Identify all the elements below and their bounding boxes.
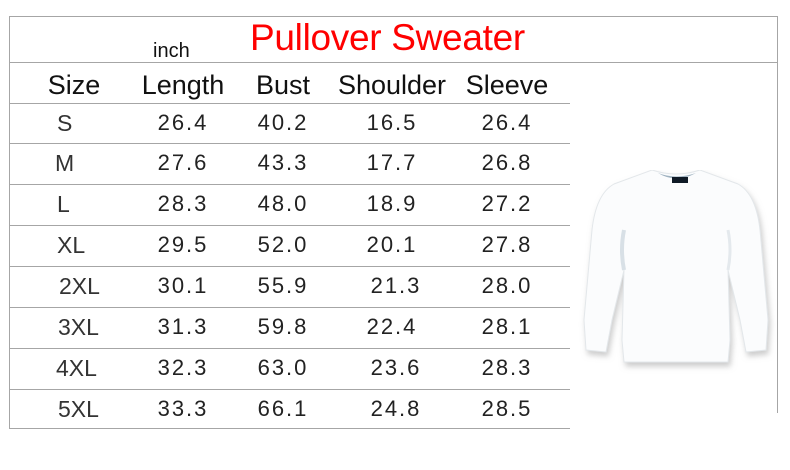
row-divider [10,307,570,308]
row-divider [10,389,570,390]
title-divider [9,62,778,63]
sweater-image [583,170,769,363]
table-cell-sleeve: 28.0 [481,273,533,298]
row-divider [10,348,570,349]
table-cell-length: 28.3 [157,191,209,216]
table-cell-length: 32.3 [157,355,209,380]
table-cell-shoulder: 18.9 [366,191,418,216]
table-cell-length: 27.6 [157,150,209,175]
right-border [777,16,778,413]
top-border [9,16,778,17]
column-header-shoulder: Shoulder [337,70,447,100]
row-divider [10,266,570,267]
size-cell: XL [57,232,86,258]
table-cell-shoulder: 22.4 [366,314,418,339]
table-cell-sleeve: 28.5 [481,396,533,421]
table-cell-length: 30.1 [157,273,209,298]
column-header-length: Length [141,70,225,100]
table-cell-bust: 66.1 [257,396,309,421]
table-cell-bust: 43.3 [257,150,309,175]
table-cell-shoulder: 17.7 [366,150,418,175]
row-divider [10,103,570,104]
row-divider [10,143,570,144]
left-border [9,16,10,429]
table-cell-bust: 52.0 [257,232,309,257]
table-cell-length: 31.3 [157,314,209,339]
size-cell: S [57,110,73,136]
table-cell-shoulder: 21.3 [370,273,422,298]
table-cell-bust: 40.2 [257,110,309,135]
table-cell-shoulder: 24.8 [370,396,422,421]
row-divider [10,428,570,429]
size-cell: 5XL [58,396,99,422]
table-cell-sleeve: 26.8 [481,150,533,175]
table-cell-shoulder: 20.1 [366,232,418,257]
table-cell-bust: 55.9 [257,273,309,298]
table-cell-sleeve: 27.8 [481,232,533,257]
unit-label: inch [153,40,190,62]
table-cell-sleeve: 28.3 [481,355,533,380]
table-cell-sleeve: 27.2 [481,191,533,216]
column-header-sleeve: Sleeve [465,70,549,100]
size-cell: L [57,191,70,217]
row-divider [10,184,570,185]
size-cell: 2XL [59,273,100,299]
size-cell: 4XL [56,355,97,381]
size-cell: M [55,150,75,176]
table-cell-bust: 48.0 [257,191,309,216]
table-cell-bust: 63.0 [257,355,309,380]
column-header-bust: Bust [255,70,311,100]
chart-title: Pullover Sweater [250,17,525,58]
table-cell-bust: 59.8 [257,314,309,339]
table-cell-length: 29.5 [157,232,209,257]
table-cell-shoulder: 23.6 [370,355,422,380]
table-cell-sleeve: 26.4 [481,110,533,135]
table-cell-length: 26.4 [157,110,209,135]
table-cell-length: 33.3 [157,396,209,421]
table-cell-shoulder: 16.5 [366,110,418,135]
column-header-size: Size [47,70,101,100]
row-divider [10,225,570,226]
table-cell-sleeve: 28.1 [481,314,533,339]
size-cell: 3XL [58,314,99,340]
